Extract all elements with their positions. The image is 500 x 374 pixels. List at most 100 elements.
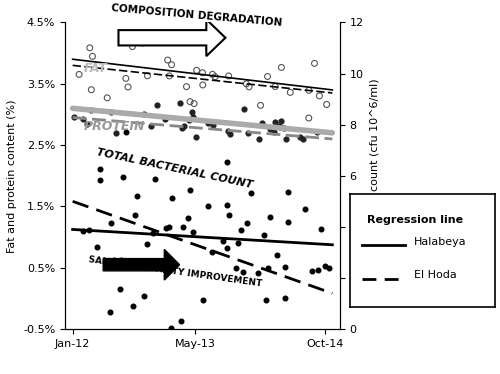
Point <box>107 109 115 115</box>
Point <box>286 89 294 95</box>
Point <box>317 226 325 232</box>
Point <box>168 62 175 68</box>
Point <box>322 101 330 107</box>
Point <box>299 136 307 142</box>
Text: El Hoda: El Hoda <box>414 270 457 280</box>
Point <box>188 109 196 115</box>
Point <box>86 107 94 113</box>
Point <box>88 87 96 93</box>
Point <box>185 117 193 123</box>
Point <box>305 88 313 94</box>
Point <box>208 71 216 77</box>
Point <box>132 212 140 218</box>
Point <box>146 123 154 129</box>
Point <box>272 252 280 258</box>
Point <box>198 70 206 76</box>
Point <box>264 73 272 79</box>
Point <box>307 339 315 345</box>
Point <box>128 44 136 50</box>
Point <box>240 106 248 112</box>
Point <box>258 120 266 126</box>
Point <box>177 318 185 324</box>
Point <box>264 266 272 272</box>
Point <box>284 219 292 225</box>
Point <box>164 224 172 230</box>
Point <box>223 159 231 165</box>
Point <box>242 81 250 87</box>
Point <box>192 67 200 73</box>
Point <box>83 121 91 127</box>
Y-axis label: Total bacterial count (cfu 10^6/ml): Total bacterial count (cfu 10^6/ml) <box>370 79 380 273</box>
Point <box>168 194 176 200</box>
Point <box>234 240 242 246</box>
Point <box>107 220 115 226</box>
Point <box>276 124 283 130</box>
Point <box>245 84 253 90</box>
Point <box>239 269 247 275</box>
Point <box>144 73 152 79</box>
Text: SANITARY QUALITY IMPROVEMENT: SANITARY QUALITY IMPROVEMENT <box>88 255 262 288</box>
Text: FAT: FAT <box>84 61 108 74</box>
Point <box>96 177 104 183</box>
FancyArrow shape <box>103 249 180 280</box>
Point <box>224 128 232 134</box>
Point <box>178 125 186 131</box>
Y-axis label: Fat and protein content (%): Fat and protein content (%) <box>8 99 18 252</box>
Point <box>116 286 124 292</box>
Point <box>118 174 126 180</box>
Point <box>110 257 118 263</box>
Point <box>312 129 320 135</box>
Point <box>270 129 278 135</box>
Point <box>186 187 194 193</box>
Point <box>167 325 175 331</box>
Point <box>296 134 304 140</box>
Point <box>79 116 87 122</box>
Point <box>314 267 322 273</box>
Point <box>196 39 204 45</box>
Point <box>266 126 274 132</box>
Point <box>204 120 212 126</box>
Point <box>166 73 173 79</box>
Point <box>140 111 148 117</box>
Point <box>224 202 232 208</box>
Point <box>124 84 132 90</box>
Point <box>271 119 279 125</box>
Point <box>118 257 126 263</box>
Point <box>204 45 212 51</box>
Point <box>262 297 270 303</box>
Point <box>70 114 78 120</box>
Text: Halabeya: Halabeya <box>414 237 467 246</box>
Text: PROTEIN: PROTEIN <box>84 120 146 133</box>
Point <box>122 129 130 135</box>
Point <box>232 264 240 270</box>
Point <box>106 309 114 315</box>
Point <box>210 122 218 128</box>
Point <box>280 126 287 132</box>
Point <box>92 243 100 249</box>
Point <box>148 230 156 236</box>
Point <box>103 95 111 101</box>
Point <box>208 249 216 255</box>
Point <box>188 230 196 236</box>
Point <box>246 190 254 196</box>
Point <box>281 264 289 270</box>
Point <box>186 99 194 105</box>
Point <box>211 74 219 80</box>
Point <box>151 176 159 182</box>
Point <box>138 40 146 46</box>
Point <box>88 53 96 59</box>
Point <box>282 136 290 142</box>
Point <box>308 268 316 274</box>
Point <box>238 227 246 233</box>
Point <box>140 293 148 299</box>
Point <box>284 189 292 195</box>
Point <box>75 71 83 77</box>
Text: COMPOSITION DEGRADATION: COMPOSITION DEGRADATION <box>111 3 282 28</box>
Point <box>276 118 284 124</box>
Point <box>129 303 137 309</box>
Point <box>271 83 279 89</box>
Point <box>184 215 192 221</box>
Point <box>256 102 264 108</box>
Point <box>224 245 232 251</box>
Point <box>189 114 197 120</box>
